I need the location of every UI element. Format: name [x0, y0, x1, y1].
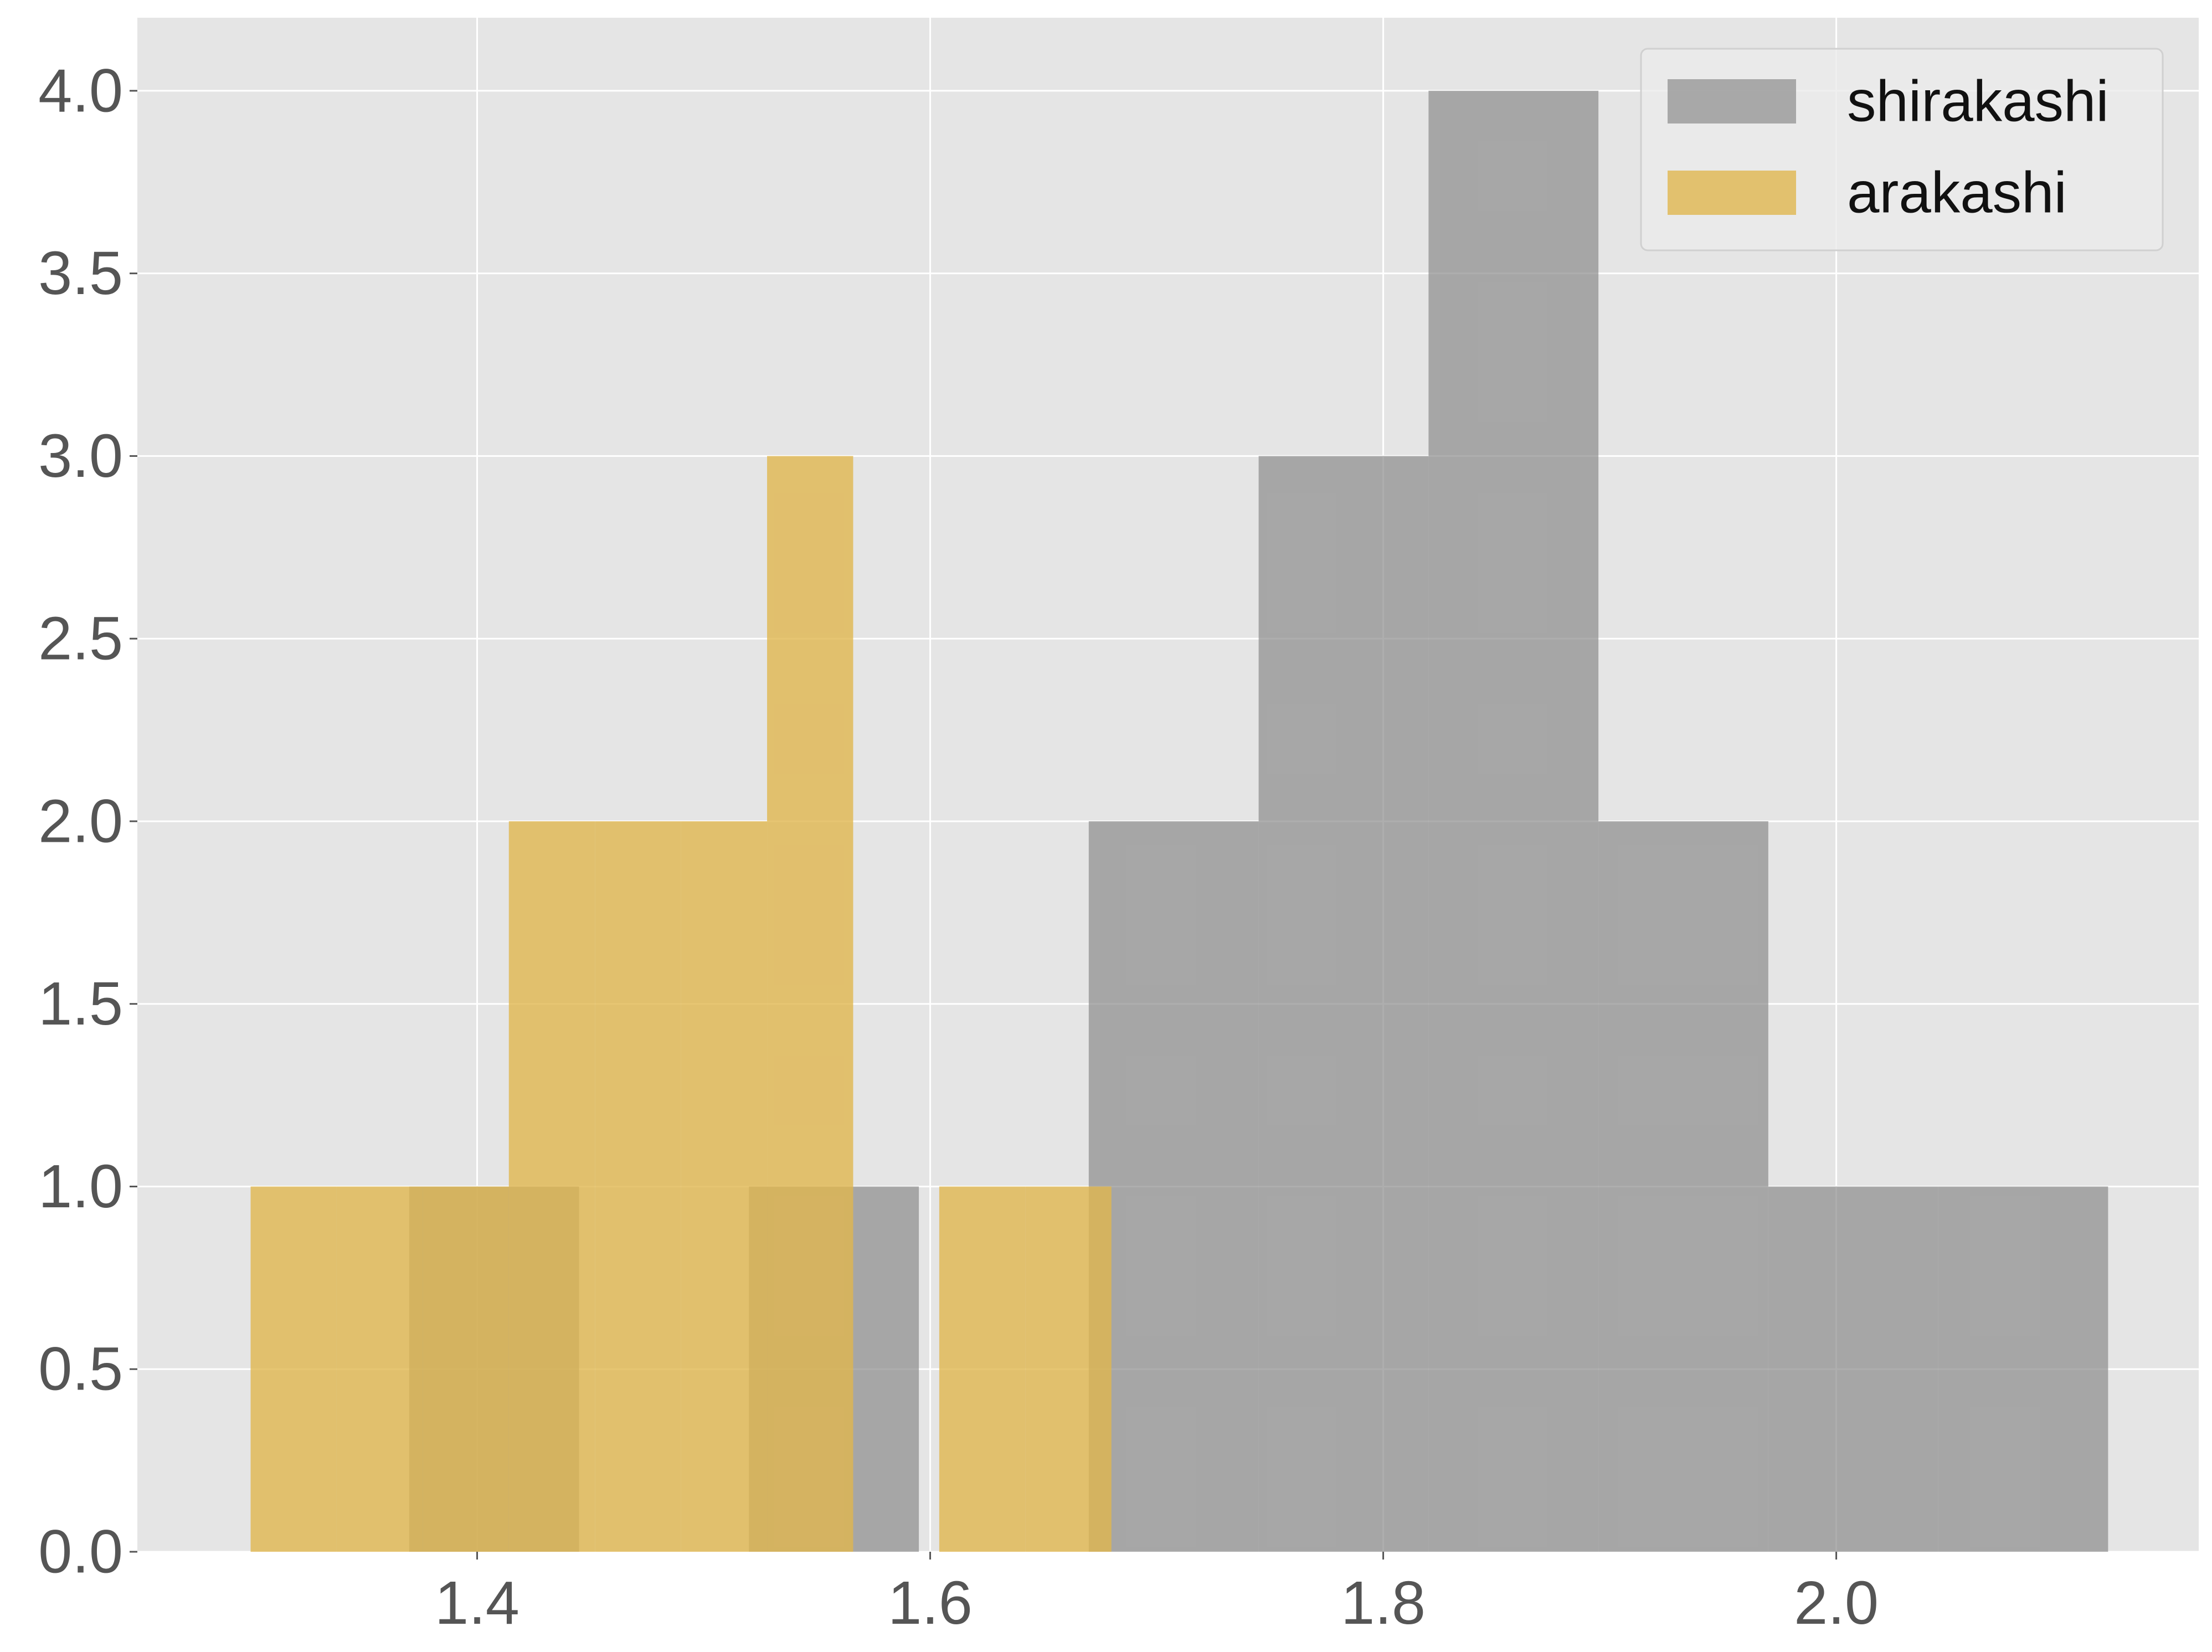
- histogram-bars: [250, 90, 2108, 1552]
- y-tick-label: 2.5: [38, 605, 123, 673]
- legend: shirakashi arakashi: [1640, 48, 2164, 251]
- histogram-bar-shirakashi: [1258, 456, 1429, 1552]
- legend-swatch-shirakashi: [1668, 79, 1796, 123]
- legend-swatch-arakashi: [1668, 171, 1796, 215]
- legend-label-shirakashi: shirakashi: [1847, 69, 2109, 134]
- x-tick-label: 1.6: [888, 1569, 973, 1637]
- legend-label-arakashi: arakashi: [1847, 161, 2067, 225]
- x-tick-label: 2.0: [1794, 1569, 1879, 1637]
- histogram-bar-shirakashi: [1088, 821, 1259, 1552]
- histogram-bar-shirakashi: [1768, 1186, 1938, 1552]
- y-tick-label: 1.0: [38, 1152, 123, 1221]
- axes: 0.0 0.5 1.0 1.5 2.0 2.5 3.0 3.5 4.0 1.4 1.6 1.8 2.0: [38, 56, 1879, 1637]
- x-tick-label: 1.4: [435, 1569, 519, 1637]
- y-tick-label: 3.5: [38, 239, 123, 307]
- histogram-bar-arakashi: [767, 456, 853, 1552]
- histogram-bar-shirakashi: [1598, 821, 1768, 1552]
- histogram-bar-arakashi: [681, 821, 768, 1552]
- series-arakashi: [250, 456, 1112, 1552]
- histogram-bar-arakashi: [250, 1186, 337, 1552]
- y-tick-label: 3.0: [38, 422, 123, 490]
- y-tick-label: 0.5: [38, 1335, 123, 1403]
- histogram-bar-arakashi: [1025, 1186, 1112, 1552]
- y-tick-label: 4.0: [38, 56, 123, 125]
- y-tick-label: 0.0: [38, 1518, 123, 1586]
- y-tick-label: 1.5: [38, 970, 123, 1038]
- histogram-bar-shirakashi: [1428, 90, 1599, 1552]
- x-tick-label: 1.8: [1341, 1569, 1426, 1637]
- histogram-bar-arakashi: [336, 1186, 423, 1552]
- histogram-bar-arakashi: [595, 821, 681, 1552]
- y-tick-label: 2.0: [38, 787, 123, 855]
- histogram-bar-arakashi: [939, 1186, 1026, 1552]
- histogram-bar-arakashi: [508, 821, 595, 1552]
- histogram-bar-shirakashi: [1938, 1186, 2108, 1552]
- histogram-bar-arakashi: [423, 1186, 509, 1552]
